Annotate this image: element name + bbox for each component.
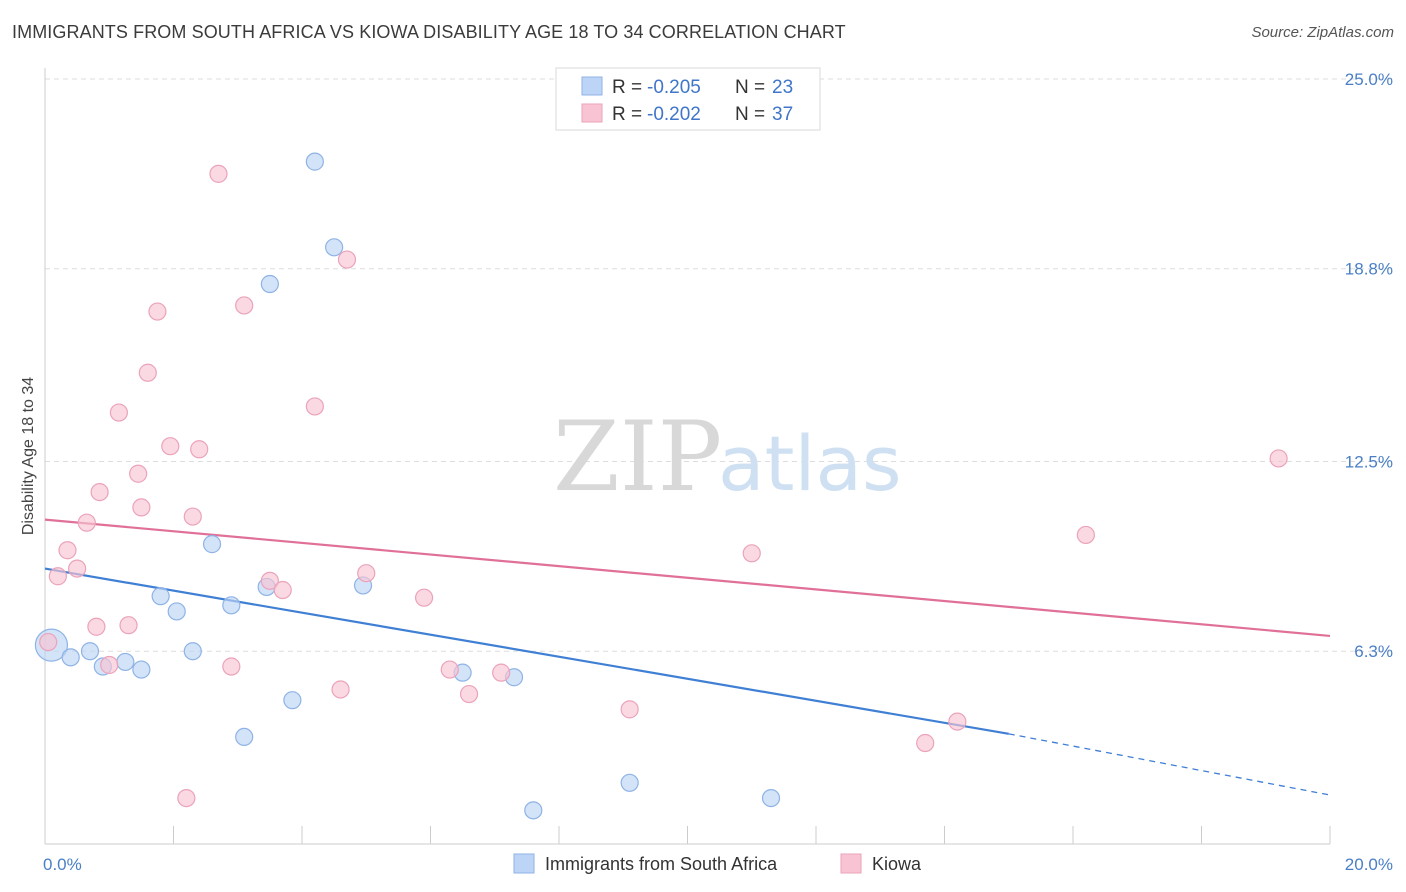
- point-series-2-11: [132, 498, 151, 517]
- point-series-1-21: [620, 773, 639, 792]
- y-tick-label-0: 6.3%: [1354, 642, 1393, 661]
- point-series-1-12: [260, 274, 279, 294]
- point-series-2-34: [948, 712, 967, 731]
- point-series-2-0: [39, 632, 58, 652]
- point-series-1-14: [283, 691, 302, 710]
- point-series-2-25: [337, 250, 357, 269]
- point-series-2-32: [742, 544, 761, 563]
- y-tick-label-2: 18.8%: [1345, 260, 1393, 279]
- point-series-2-10: [129, 464, 148, 483]
- legend-swatch-blue: [513, 853, 535, 874]
- trend-line-dashed-series-1: [1008, 733, 1331, 796]
- point-series-1-1: [61, 648, 80, 667]
- point-series-1-5: [132, 660, 151, 679]
- point-series-2-12: [138, 363, 157, 382]
- watermark-zip: ZIP: [553, 401, 722, 513]
- trend-line-series-1: [44, 567, 1009, 735]
- point-series-2-6: [90, 483, 109, 502]
- x-ticks: [44, 826, 1331, 844]
- point-series-2-18: [209, 164, 228, 183]
- point-series-2-14: [161, 437, 180, 456]
- point-series-2-5: [87, 617, 106, 636]
- grid-lines: [45, 78, 1393, 652]
- point-series-2-29: [459, 684, 479, 704]
- stats-swatch-blue: [581, 76, 603, 96]
- point-series-2-2: [58, 541, 77, 560]
- point-series-2-7: [100, 655, 119, 675]
- trend-lines: [44, 518, 1331, 796]
- point-series-1-16: [325, 238, 344, 257]
- point-series-2-22: [273, 580, 292, 600]
- point-series-1-9: [202, 535, 222, 554]
- point-series-1-10: [222, 596, 241, 615]
- point-series-2-3: [68, 559, 87, 578]
- chart-title: IMMIGRANTS FROM SOUTH AFRICA VS KIOWA DI…: [12, 22, 846, 42]
- point-series-2-26: [357, 564, 376, 583]
- x-tick-label-min: 0.0%: [43, 855, 82, 874]
- watermark-atlas: atlas: [718, 419, 902, 508]
- stats-r-label-2: R =: [612, 104, 642, 125]
- point-series-2-19: [222, 657, 241, 676]
- point-series-1-15: [305, 152, 324, 171]
- stats-legend: R = -0.205 N = 23 R = -0.202 N = 37: [555, 67, 821, 131]
- source-credit: Source: ZipAtlas.com: [1251, 24, 1394, 41]
- point-series-2-1: [48, 567, 67, 586]
- point-series-1-7: [167, 602, 186, 621]
- point-series-2-33: [916, 733, 935, 753]
- point-series-2-4: [77, 513, 96, 532]
- point-series-2-27: [414, 588, 434, 607]
- point-series-2-20: [235, 296, 254, 315]
- point-series-2-31: [620, 700, 639, 719]
- stats-swatch-pink: [581, 103, 603, 123]
- point-series-2-17: [190, 440, 209, 459]
- point-series-2-35: [1076, 525, 1095, 545]
- point-series-2-30: [492, 663, 511, 682]
- point-series-1-20: [524, 801, 543, 820]
- y-tick-labels: 6.3% 12.5% 18.8% 25.0%: [1345, 70, 1393, 661]
- stats-r-label-1: R =: [612, 77, 642, 98]
- y-tick-label-1: 12.5%: [1345, 453, 1393, 472]
- point-series-2-13: [148, 302, 167, 321]
- stats-r-value-2: -0.202: [647, 104, 701, 125]
- point-series-1-6: [151, 587, 170, 606]
- legend-label-series-1: Immigrants from South Africa: [545, 854, 778, 874]
- point-series-2-16: [183, 507, 202, 526]
- stats-n-value-2: 37: [772, 104, 793, 125]
- point-series-2-21: [260, 571, 279, 590]
- point-series-1-8: [183, 642, 202, 661]
- point-series-2-36: [1269, 449, 1288, 468]
- point-series-1-22: [761, 788, 781, 808]
- point-series-2-9: [119, 616, 138, 635]
- stats-n-label-1: N =: [735, 77, 765, 98]
- stats-n-value-1: 23: [772, 77, 793, 98]
- stats-r-value-1: -0.205: [647, 77, 701, 98]
- data-points: [34, 152, 1288, 820]
- legend-label-series-2: Kiowa: [872, 854, 922, 874]
- watermark: ZIP atlas: [553, 401, 902, 513]
- point-series-2-8: [109, 403, 128, 422]
- y-tick-label-3: 25.0%: [1345, 70, 1393, 89]
- y-axis-label: Disability Age 18 to 34: [20, 377, 37, 535]
- point-series-2-23: [305, 397, 324, 416]
- trend-line-series-2: [44, 518, 1331, 638]
- x-tick-label-max: 20.0%: [1345, 855, 1393, 874]
- legend-swatch-pink: [840, 853, 862, 874]
- point-series-1-2: [80, 642, 100, 661]
- point-series-1-4: [116, 652, 135, 672]
- point-series-1-11: [235, 727, 254, 747]
- series-legend: Immigrants from South Africa Kiowa: [513, 853, 922, 874]
- stats-n-label-2: N =: [735, 104, 765, 125]
- point-series-2-28: [440, 660, 459, 679]
- point-series-2-24: [331, 680, 350, 699]
- point-series-2-15: [177, 788, 196, 808]
